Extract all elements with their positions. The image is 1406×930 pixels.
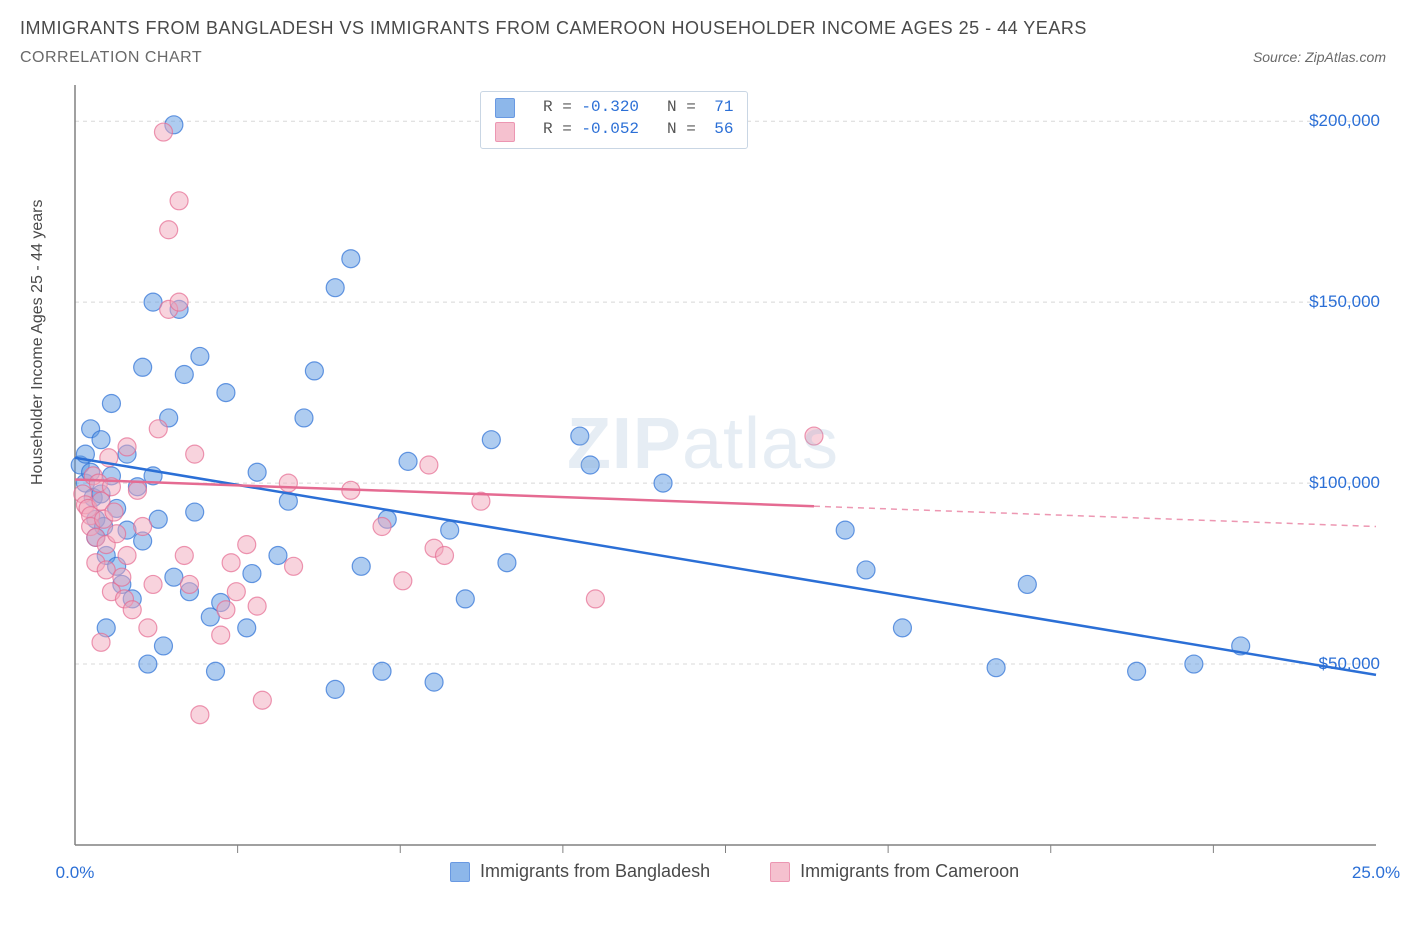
- legend-n-value: N = 56: [667, 120, 733, 138]
- legend-series-name: Immigrants from Cameroon: [800, 861, 1019, 882]
- legend-swatch: [770, 862, 790, 882]
- legend-swatch: [495, 122, 515, 142]
- legend-swatch: [495, 98, 515, 118]
- chart-title: IMMIGRANTS FROM BANGLADESH VS IMMIGRANTS…: [20, 18, 1386, 39]
- series-legend: Immigrants from Bangladesh Immigrants fro…: [450, 861, 1019, 882]
- legend-item: Immigrants from Bangladesh: [450, 861, 710, 882]
- legend-item: Immigrants from Cameroon: [770, 861, 1019, 882]
- source-credit: Source: ZipAtlas.com: [1253, 49, 1386, 65]
- scatter-chart-svg: [20, 75, 1386, 895]
- y-tick-label: $200,000: [1309, 111, 1380, 131]
- correlation-legend: R = -0.320 R = -0.052 N = 71 N = 56: [480, 91, 748, 149]
- y-tick-label: $50,000: [1319, 654, 1380, 674]
- x-tick-label: 0.0%: [56, 863, 95, 883]
- legend-r-value: R = -0.320: [543, 98, 639, 116]
- y-axis-label: Householder Income Ages 25 - 44 years: [29, 200, 47, 486]
- x-tick-label: 25.0%: [1352, 863, 1400, 883]
- chart-subtitle: CORRELATION CHART: [20, 49, 202, 67]
- legend-series-name: Immigrants from Bangladesh: [480, 861, 710, 882]
- legend-n-value: N = 71: [667, 98, 733, 116]
- chart-container: ZIPatlas Householder Income Ages 25 - 44…: [20, 75, 1386, 895]
- y-tick-label: $100,000: [1309, 473, 1380, 493]
- source-name: ZipAtlas.com: [1305, 49, 1386, 65]
- legend-r-value: R = -0.052: [543, 120, 639, 138]
- subtitle-row: CORRELATION CHART Source: ZipAtlas.com: [20, 49, 1386, 67]
- y-tick-label: $150,000: [1309, 292, 1380, 312]
- source-label: Source:: [1253, 49, 1301, 65]
- legend-swatch: [450, 862, 470, 882]
